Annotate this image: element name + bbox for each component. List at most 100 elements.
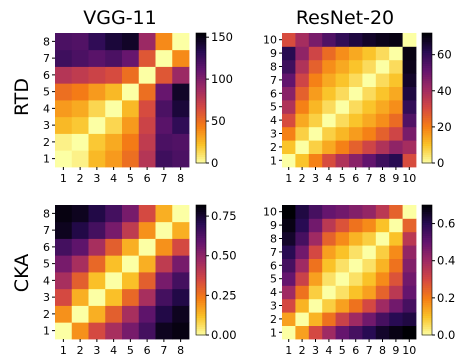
colorbar-segment	[422, 228, 432, 232]
colorbar-segment	[422, 267, 432, 271]
colorbar-segment	[422, 237, 432, 241]
heatmap-cell	[375, 245, 390, 259]
colorbar-segment	[422, 226, 432, 230]
heatmap-cell	[71, 288, 89, 306]
colorbar-segment	[422, 265, 432, 269]
colorbar-segment	[196, 244, 206, 247]
colorbar-segment	[422, 139, 432, 142]
colorbar-segment	[196, 72, 206, 75]
colorbar-segment	[196, 241, 206, 245]
heatmap-cell	[55, 272, 73, 290]
heatmap-cell	[122, 238, 140, 256]
colorbar-segment	[422, 37, 432, 40]
heatmap-cell	[155, 66, 173, 84]
heatmap-cell	[349, 218, 363, 233]
heatmap-cell	[362, 100, 377, 114]
y-tick-label: 5	[270, 273, 277, 286]
colorbar-segment	[196, 115, 206, 118]
heatmap-cell	[105, 305, 123, 323]
heatmap-cell	[402, 33, 417, 47]
heatmap-cell	[322, 298, 336, 313]
heatmap-cell	[282, 73, 296, 87]
heatmap-cell	[282, 205, 296, 219]
heatmap-cell	[138, 205, 156, 223]
heatmap-cell	[122, 288, 140, 306]
heatmap-cell	[138, 322, 156, 340]
heatmap-cell	[335, 46, 350, 61]
colorbar-segment	[422, 291, 432, 295]
heatmap-cell	[402, 285, 417, 300]
x-tick-label: 9	[392, 172, 399, 185]
heatmap-cell	[138, 83, 156, 101]
heatmap-cell	[362, 231, 377, 246]
colorbar-segment	[196, 272, 206, 275]
colorbar-segment	[422, 147, 432, 151]
heatmap-cell	[389, 298, 403, 313]
colorbar-segment	[196, 48, 206, 51]
x-tick-label: 3	[93, 172, 100, 185]
heatmap-cell	[375, 126, 390, 141]
colorbar-segment	[422, 317, 432, 321]
colorbar-segment	[422, 154, 432, 157]
heatmap-cell	[122, 221, 140, 239]
heatmap-cell	[71, 205, 89, 223]
colorbar-segment	[422, 296, 432, 299]
y-tick-label: 9	[270, 47, 277, 60]
x-tick-label: 2	[299, 172, 306, 185]
heatmap-cell	[308, 59, 323, 74]
colorbar-segment	[196, 41, 206, 45]
y-tick-label: 1	[270, 154, 277, 167]
heatmap-cell	[349, 153, 363, 168]
heatmap-cell	[122, 205, 140, 223]
heatmap-cell	[122, 150, 140, 168]
x-tick-label: 9	[392, 344, 399, 357]
x-tick-label: 10	[402, 344, 416, 357]
colorbar-segment	[422, 222, 432, 225]
heatmap-cell	[71, 49, 89, 67]
heatmap-cell	[335, 86, 350, 101]
heatmap-cell	[155, 150, 173, 168]
heatmap-cell	[88, 116, 106, 134]
colorbar-segment	[196, 222, 206, 225]
colorbar-segment	[196, 85, 206, 88]
colorbar-tick-label: 0	[437, 156, 444, 170]
heatmap-cell	[402, 73, 417, 87]
heatmap-cell	[172, 288, 190, 306]
heatmap-cell	[349, 312, 363, 326]
heatmap-cell	[389, 258, 403, 273]
heatmap-cell	[308, 325, 323, 340]
heatmap-cell	[155, 116, 173, 134]
x-tick-label: 3	[312, 172, 319, 185]
colorbar-segment	[422, 56, 432, 60]
heatmap-cell	[389, 218, 403, 233]
heatmap-cell	[55, 33, 73, 51]
colorbar-segment	[422, 209, 432, 212]
heatmap-cell	[282, 231, 296, 246]
x-tick-label: 1	[285, 172, 292, 185]
y-tick-label: 4	[270, 114, 277, 127]
colorbar-segment	[422, 126, 432, 129]
colorbar-segment	[422, 211, 432, 215]
x-tick-label: 5	[339, 344, 346, 357]
colorbar-segment	[422, 215, 432, 219]
y-tick-label: 8	[270, 233, 277, 246]
colorbar-segment	[422, 220, 432, 223]
y-tick-label: 8	[43, 207, 50, 220]
colorbar-tick-label: 0.4	[437, 254, 455, 268]
heatmap-cell	[71, 305, 89, 323]
colorbar-segment	[422, 306, 432, 310]
colorbar-segment	[196, 33, 206, 36]
colorbar-segment	[422, 41, 432, 45]
heatmap-cell	[349, 258, 363, 273]
colorbar-segment	[196, 226, 206, 230]
colorbar-segment	[196, 280, 206, 284]
y-tick-label: 6	[43, 69, 50, 82]
y-tick-label: 2	[43, 308, 50, 321]
heatmap-cell	[71, 150, 89, 168]
colorbar-segment	[422, 54, 432, 58]
heatmap-cell	[402, 140, 417, 154]
heatmap-cell	[362, 298, 377, 313]
colorbar-segment	[422, 113, 432, 116]
colorbar-segment	[196, 265, 206, 269]
colorbar-segment	[196, 254, 206, 258]
